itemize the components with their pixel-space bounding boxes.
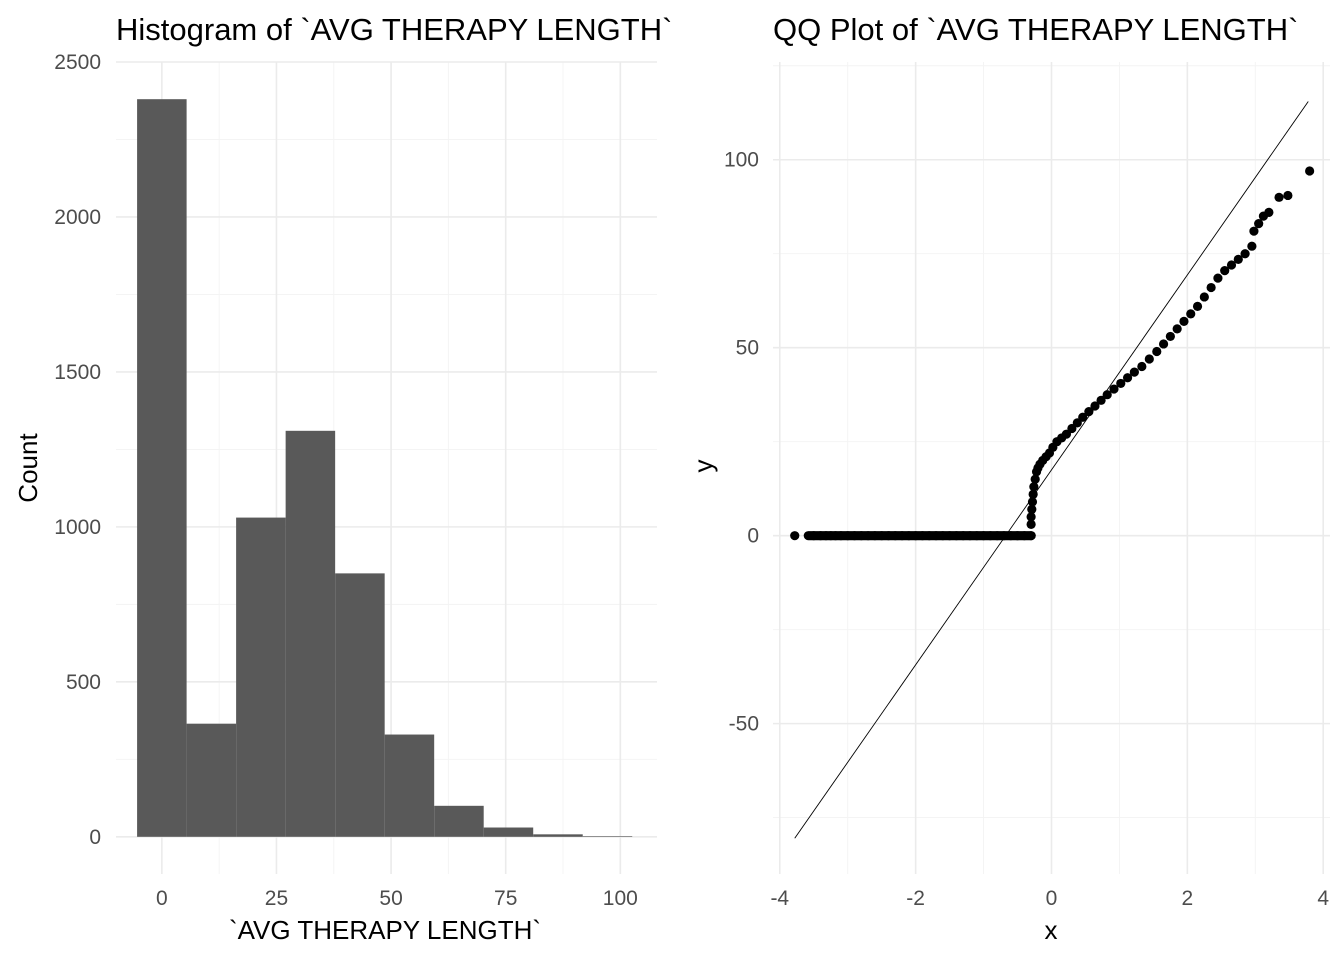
y-tick-label: 0 <box>89 826 101 849</box>
qq-point <box>1249 226 1259 236</box>
histogram-bar <box>137 99 187 837</box>
qq-point <box>1199 292 1209 302</box>
qq-point <box>1240 249 1250 259</box>
qq-point <box>1122 373 1133 383</box>
qq-points <box>790 166 1315 541</box>
qq-point <box>790 531 800 541</box>
qq-point <box>1264 207 1274 217</box>
qq-point <box>1137 361 1147 372</box>
x-tick-label: 75 <box>494 887 517 910</box>
x-tick-label: 100 <box>603 887 638 910</box>
histogram-title: Histogram of `AVG THERAPY LENGTH` <box>116 12 672 47</box>
histogram-bar <box>384 734 435 837</box>
qq-point <box>1129 367 1139 377</box>
y-tick-label: 0 <box>747 525 759 548</box>
x-tick-label: 0 <box>1046 887 1058 910</box>
qq-point <box>1084 407 1094 417</box>
qq-point <box>1283 190 1293 201</box>
qq-point <box>1096 395 1106 405</box>
qq-point <box>1233 254 1243 264</box>
qq-point <box>1213 273 1223 283</box>
qq-point <box>1102 390 1112 400</box>
qq-grid <box>773 62 1330 874</box>
y-tick-label: 50 <box>736 337 759 360</box>
qq-point <box>1186 309 1196 319</box>
qq-x-tick-labels: -4 -2 0 2 4 <box>770 887 1329 910</box>
qq-point <box>1030 474 1040 484</box>
qq-point <box>1172 324 1182 334</box>
qq-point <box>1027 497 1038 507</box>
y-tick-label: 2000 <box>54 206 101 229</box>
x-tick-label: -2 <box>906 887 925 910</box>
histogram-bar <box>533 834 583 837</box>
histogram-grid <box>116 61 657 874</box>
qq-point <box>1027 504 1037 514</box>
histogram-bars <box>137 99 633 837</box>
qq-point <box>1305 166 1315 176</box>
histogram-y-axis-label: Count <box>13 433 43 503</box>
y-tick-label: 500 <box>66 671 101 694</box>
qq-point <box>1026 519 1036 529</box>
qq-point <box>1029 482 1039 492</box>
histogram-bar <box>434 805 484 837</box>
y-tick-label: 2500 <box>54 51 101 74</box>
y-tick-label: -50 <box>729 713 759 736</box>
x-tick-label: 2 <box>1182 887 1194 910</box>
qq-point <box>1220 266 1230 276</box>
qq-x-axis-label: x <box>1045 915 1058 945</box>
histogram-y-tick-labels: 0 500 1000 1500 2000 2500 <box>54 51 101 849</box>
x-tick-label: 25 <box>265 887 288 910</box>
qq-point <box>1028 489 1038 499</box>
y-tick-label: 100 <box>724 149 759 172</box>
qq-point <box>1165 331 1175 342</box>
qq-point <box>1109 384 1119 394</box>
histogram-bar <box>186 723 237 837</box>
qq-point <box>1179 316 1189 326</box>
qq-y-axis-label: y <box>688 460 718 473</box>
qq-point <box>1206 282 1216 293</box>
y-tick-label: 1500 <box>54 361 101 384</box>
x-tick-label: 50 <box>379 887 402 910</box>
qq-point <box>1116 378 1126 389</box>
qq-point <box>1226 260 1237 270</box>
qq-point <box>1144 354 1154 364</box>
qq-point <box>1078 412 1088 422</box>
histogram-panel: 0 25 50 75 100 0 500 1000 1500 2000 2500 Histogra… <box>13 12 672 945</box>
qq-point <box>1026 512 1036 522</box>
histogram-bar <box>582 836 633 837</box>
qq-plot-title: QQ Plot of `AVG THERAPY LENGTH` <box>773 12 1298 47</box>
x-tick-label: 0 <box>156 887 168 910</box>
histogram-bar <box>285 430 336 837</box>
qq-point <box>1158 339 1169 349</box>
qq-reference-line <box>794 101 1309 839</box>
histogram-bar <box>335 573 385 837</box>
qq-point <box>1254 219 1264 229</box>
x-tick-label: -4 <box>770 887 789 910</box>
y-tick-label: 1000 <box>54 516 101 539</box>
histogram-bar <box>236 517 286 837</box>
qq-point <box>1247 241 1257 251</box>
histogram-x-axis-label: `AVG THERAPY LENGTH` <box>229 915 541 945</box>
qq-point <box>1274 192 1284 202</box>
histogram-bar <box>483 827 534 837</box>
qq-point <box>1192 301 1203 311</box>
qq-point <box>1090 401 1100 411</box>
qq-y-tick-labels: -50 0 50 100 <box>724 149 759 736</box>
qq-reference-line-group <box>794 101 1309 839</box>
x-tick-label: 4 <box>1317 887 1329 910</box>
qq-plot-panel: -4 -2 0 2 4 -50 0 50 100 QQ Plot of `AVG THERAP… <box>688 12 1330 945</box>
qq-point <box>1152 346 1162 357</box>
histogram-x-tick-labels: 0 25 50 75 100 <box>156 887 638 910</box>
